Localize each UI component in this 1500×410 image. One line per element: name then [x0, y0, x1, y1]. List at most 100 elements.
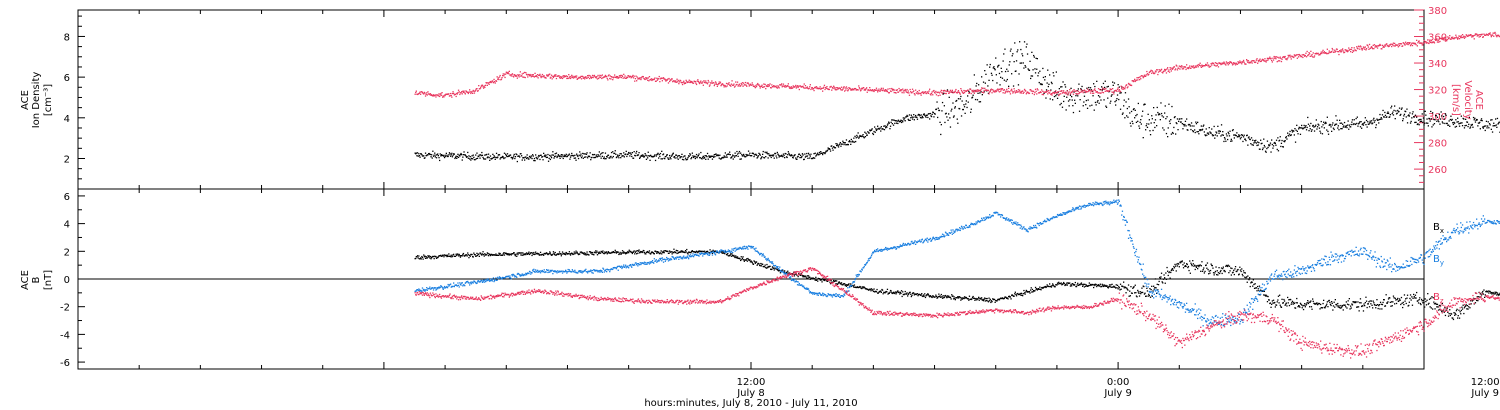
density-point: [1415, 121, 1417, 123]
density-point: [946, 89, 949, 91]
velocity-point: [625, 77, 627, 79]
density-point: [679, 157, 681, 159]
velocity-point: [541, 73, 544, 76]
velocity-point: [653, 78, 655, 80]
density-point: [895, 120, 897, 122]
density-point: [1042, 67, 1044, 70]
density-point: [523, 157, 525, 159]
density-point: [1140, 119, 1142, 121]
density-point: [773, 157, 775, 159]
velocity-point: [785, 86, 787, 88]
density-point: [1015, 60, 1018, 62]
velocity-point: [963, 92, 966, 94]
velocity-point: [1075, 92, 1077, 95]
velocity-point: [898, 87, 900, 90]
density-point: [1258, 142, 1260, 144]
velocity-point: [478, 88, 480, 90]
density-point: [891, 119, 893, 121]
density-point: [619, 153, 621, 155]
density-point: [799, 156, 801, 159]
velocity-point: [508, 73, 510, 75]
density-point: [1294, 141, 1297, 143]
density-point: [908, 114, 911, 116]
density-point: [1381, 114, 1384, 116]
velocity-point: [525, 72, 527, 74]
density-point: [1002, 60, 1004, 62]
density-point: [1462, 117, 1464, 120]
density-point: [1436, 116, 1439, 118]
density-point: [1229, 130, 1231, 132]
density-point: [1043, 92, 1045, 94]
velocity-point: [1019, 92, 1021, 94]
density-point: [504, 157, 506, 159]
density-point: [1153, 107, 1155, 109]
density-point: [1279, 139, 1281, 141]
density-point: [1406, 108, 1408, 110]
density-point: [1149, 134, 1152, 136]
density-point: [955, 100, 957, 102]
velocity-point: [476, 88, 478, 90]
density-point: [1455, 125, 1458, 128]
velocity-point: [784, 86, 786, 88]
density-point: [706, 156, 708, 158]
density-point: [1364, 117, 1366, 119]
density-point: [1426, 118, 1428, 120]
velocity-point: [461, 93, 463, 95]
velocity-point: [725, 86, 727, 88]
density-point: [659, 152, 662, 155]
velocity-point: [780, 84, 782, 86]
density-point: [1263, 144, 1265, 147]
density-point: [1238, 136, 1240, 138]
density-point: [872, 133, 875, 136]
density-point: [560, 154, 562, 156]
velocity-point: [659, 78, 662, 80]
velocity-point: [1036, 93, 1038, 95]
velocity-point: [873, 90, 875, 93]
velocity-point: [842, 87, 845, 89]
density-point: [547, 160, 550, 162]
velocity-point: [599, 76, 602, 79]
density-point: [513, 153, 515, 156]
velocity-point: [467, 91, 469, 93]
density-point: [1154, 126, 1156, 129]
density-point: [952, 116, 955, 118]
density-point: [1095, 104, 1097, 106]
density-point: [1001, 77, 1004, 79]
density-point: [1088, 86, 1090, 89]
density-point: [1320, 132, 1322, 134]
density-point: [1069, 94, 1072, 96]
velocity-point: [819, 86, 821, 88]
velocity-point: [989, 91, 991, 93]
density-point: [1152, 129, 1154, 132]
velocity-point: [894, 89, 896, 91]
velocity-point: [1062, 91, 1064, 93]
velocity-point: [1001, 88, 1004, 90]
density-point: [465, 155, 467, 157]
density-point: [506, 155, 508, 158]
density-point: [792, 157, 794, 159]
velocity-point: [718, 83, 720, 85]
density-point: [461, 159, 463, 161]
velocity-point: [672, 81, 674, 83]
density-point: [1433, 123, 1436, 125]
velocity-point: [1080, 91, 1083, 93]
density-point: [1379, 118, 1382, 120]
density-point: [1222, 134, 1224, 136]
velocity-point: [1056, 92, 1058, 94]
density-point: [1205, 135, 1207, 137]
density-point: [669, 154, 671, 157]
velocity-point: [677, 79, 679, 82]
velocity-point: [508, 70, 510, 72]
density-point: [640, 154, 643, 157]
density-point: [1482, 126, 1484, 128]
velocity-point: [1017, 89, 1020, 91]
velocity-point: [901, 92, 903, 94]
density-point: [1175, 133, 1177, 135]
density-point: [836, 144, 838, 147]
density-point: [1498, 121, 1500, 123]
density-point: [1391, 113, 1393, 115]
density-point: [1184, 123, 1186, 126]
density-point: [989, 63, 991, 66]
density-point: [1036, 58, 1038, 60]
density-point: [1165, 132, 1168, 135]
